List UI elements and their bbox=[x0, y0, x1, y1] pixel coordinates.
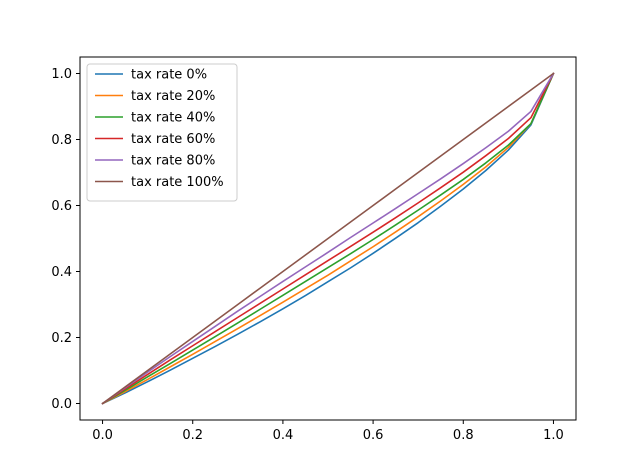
y-tick-label: 0.6 bbox=[51, 199, 72, 214]
series-line-0 bbox=[101, 72, 555, 405]
x-tick-label: 0.8 bbox=[453, 428, 474, 443]
x-tick-label: 0.6 bbox=[363, 428, 384, 443]
legend-label-0: tax rate 0% bbox=[131, 68, 207, 83]
series-line-3 bbox=[101, 72, 555, 405]
legend-label-1: tax rate 20% bbox=[131, 89, 215, 104]
axes: 0.0 0.2 0.4 0.6 0.8 1.0 0.0 0.2 0.4 0.6 0.8 1.0 bbox=[51, 56, 577, 443]
x-tick-label: 0.2 bbox=[182, 428, 203, 443]
axes-frame bbox=[79, 56, 577, 421]
x-tick-label: 0.0 bbox=[92, 428, 113, 443]
plot-area bbox=[101, 72, 555, 405]
legend-label-5: tax rate 100% bbox=[131, 175, 224, 190]
y-tick-label: 1.0 bbox=[51, 67, 72, 82]
series-line-5 bbox=[101, 72, 555, 405]
legend-label-4: tax rate 80% bbox=[131, 154, 215, 169]
series-line-1 bbox=[101, 72, 555, 405]
y-tick-label: 0.8 bbox=[51, 133, 72, 148]
y-tick-label: 0.2 bbox=[51, 331, 72, 346]
legend-label-3: tax rate 60% bbox=[131, 132, 215, 147]
y-tick-label: 0.0 bbox=[51, 397, 72, 412]
series-line-4 bbox=[101, 72, 555, 405]
x-tick-label: 1.0 bbox=[543, 428, 564, 443]
legend-label-2: tax rate 40% bbox=[131, 111, 215, 126]
legend-box bbox=[86, 63, 238, 202]
y-tick-label: 0.4 bbox=[51, 265, 72, 280]
series-line-2 bbox=[101, 72, 555, 405]
x-tick-label: 0.4 bbox=[273, 428, 294, 443]
legend: tax rate 0% tax rate 20% tax rate 40% tax r… bbox=[86, 63, 238, 202]
